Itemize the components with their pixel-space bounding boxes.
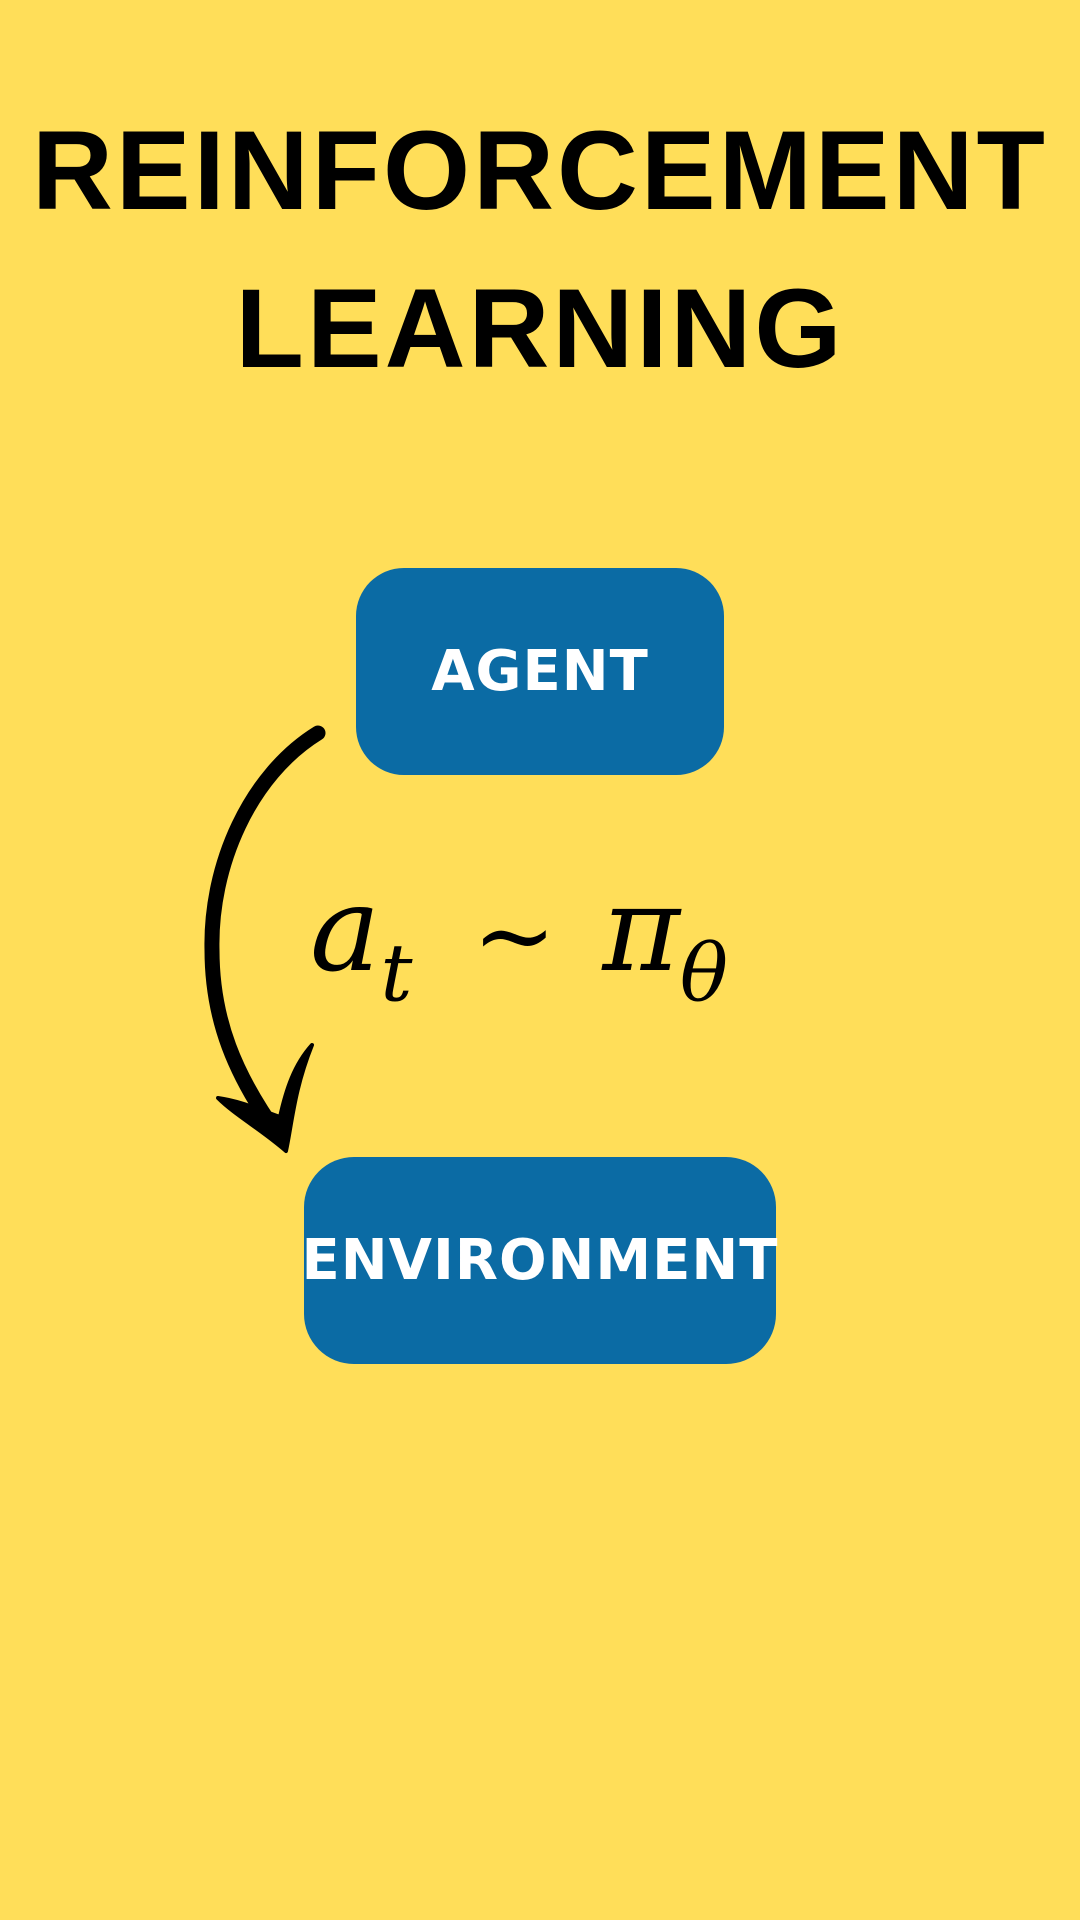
title-line-2: LEARNING	[235, 266, 845, 391]
agent-node: AGENT	[356, 568, 724, 775]
curved-arrow-down-icon	[204, 725, 326, 1153]
arrow-head	[216, 1043, 314, 1153]
policy-formula: at ~ πθ	[310, 870, 870, 1030]
policy-symbol: π	[602, 860, 680, 998]
title-line-1: REINFORCEMENT	[32, 108, 1048, 233]
action-symbol: a	[310, 860, 381, 998]
page-title: REINFORCEMENT LEARNING	[0, 92, 1080, 408]
environment-node: ENVIRONMENT	[302, 1157, 777, 1364]
policy-subscript: θ	[679, 926, 729, 1020]
arrow-shaft	[204, 725, 326, 1143]
action-subscript: t	[380, 926, 413, 1020]
tilde-operator: ~	[472, 877, 557, 994]
